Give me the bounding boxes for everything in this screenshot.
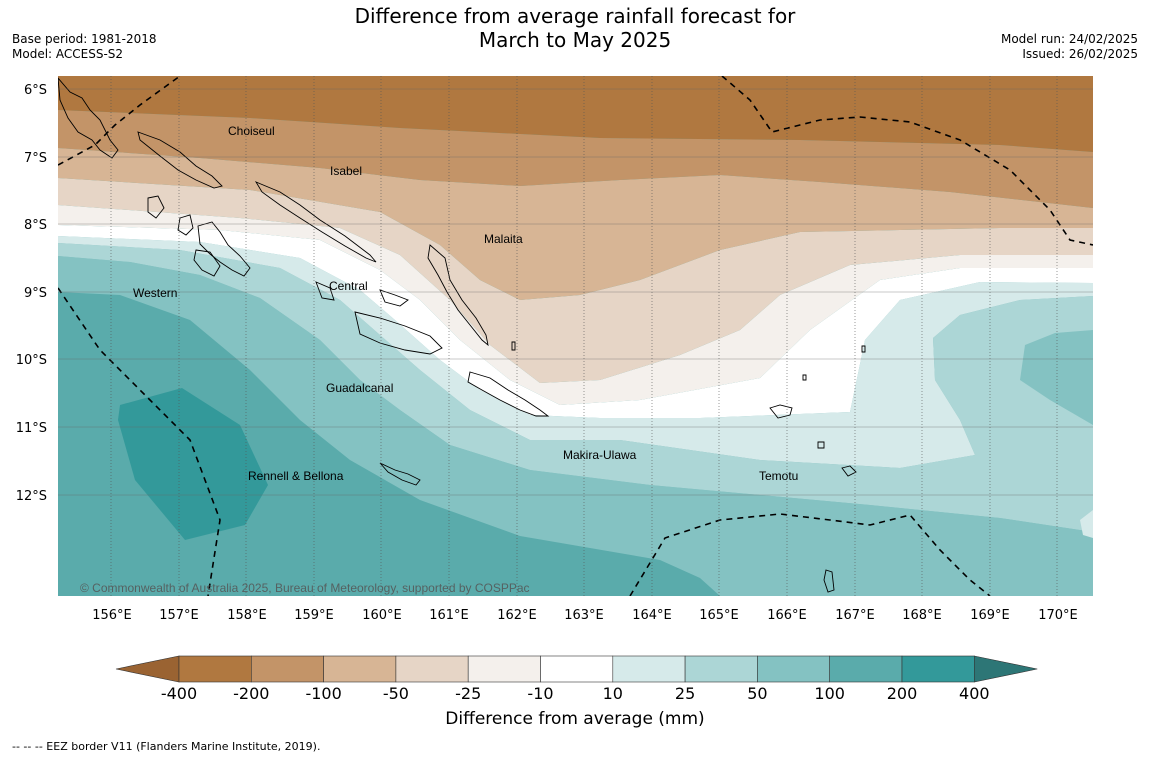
lon-axis: 156°E 157°E 158°E 159°E 160°E 161°E 162°…: [92, 608, 1078, 623]
band-neg400-neg200: [58, 76, 1093, 152]
copyright-text: © Commonwealth of Australia 2025, Bureau…: [80, 581, 530, 595]
colorbar-tick-label: -100: [305, 684, 341, 703]
colorbar-extend-high: [973, 655, 1038, 683]
band-200-400-rennell: [118, 388, 268, 540]
colorbar-segment: [901, 655, 975, 683]
colorbar-tick-label: -200: [233, 684, 269, 703]
coastlines: [58, 77, 866, 593]
lon-label: 166°E: [767, 608, 807, 623]
lon-label: 170°E: [1038, 608, 1078, 623]
colorbar-tick-label: 25: [675, 684, 695, 703]
lon-label: 165°E: [699, 608, 739, 623]
region-label-central: Central: [329, 279, 368, 293]
band-10-25: [58, 236, 1093, 468]
lon-label: 168°E: [902, 608, 942, 623]
band-10-25-se: [1080, 510, 1093, 538]
lat-label: 11°S: [16, 421, 47, 436]
region-label-makira: Makira-Ulawa: [563, 448, 637, 462]
lat-label: 10°S: [16, 353, 47, 368]
lat-label: 12°S: [16, 489, 47, 504]
colorbar-tick-label: 400: [959, 684, 990, 703]
title-line-1: Difference from average rainfall forecas…: [354, 4, 796, 28]
colorbar-tick-label: 10: [603, 684, 623, 703]
band-neg200-neg100: [58, 110, 1093, 208]
band-50-100-east: [1020, 330, 1093, 425]
lon-label: 163°E: [564, 608, 604, 623]
region-label-isabel: Isabel: [330, 164, 362, 178]
band-50-100: [58, 256, 1093, 596]
lon-label: 156°E: [92, 608, 132, 623]
colorbar-segment: [178, 655, 252, 683]
lon-label: 157°E: [159, 608, 199, 623]
colorbar-tick-label: -400: [161, 684, 197, 703]
colorbar-segment: [540, 655, 614, 683]
colorbar-tick-label: 200: [887, 684, 918, 703]
band-neg50-neg25: [58, 178, 1093, 383]
lon-label: 162°E: [497, 608, 537, 623]
region-label-western: Western: [133, 286, 177, 300]
colorbar: -400 -200 -100 -50 -25 -10 10 25 50 100 200 400: [115, 655, 1038, 703]
lat-label: 7°S: [24, 151, 47, 166]
model-name: Model: ACCESS-S2: [12, 47, 124, 61]
region-label-rennell: Rennell & Bellona: [248, 469, 344, 483]
region-labels: Choiseul Isabel Malaita Central Western …: [133, 124, 798, 483]
lon-label: 158°E: [227, 608, 267, 623]
lon-label: 160°E: [362, 608, 402, 623]
region-label-malaita: Malaita: [484, 232, 523, 246]
lon-label: 169°E: [970, 608, 1010, 623]
region-label-choiseul: Choiseul: [228, 124, 275, 138]
band-25-50: [58, 243, 1093, 532]
colorbar-segment: [323, 655, 397, 683]
title-line-2: March to May 2025: [478, 28, 672, 52]
colorbar-segment: [251, 655, 324, 683]
colorbar-segment: [612, 655, 686, 683]
colorbar-segment: [757, 655, 831, 683]
band-neg25-neg10: [58, 205, 1093, 405]
colorbar-segment: [395, 655, 469, 683]
model-run: Model run: 24/02/2025: [1000, 32, 1138, 46]
colorbar-tick-label: 100: [814, 684, 845, 703]
colorbar-tick-label: -50: [383, 684, 409, 703]
base-period: Base period: 1981-2018: [12, 32, 157, 46]
region-label-guadalcanal: Guadalcanal: [326, 381, 393, 395]
eez-legend-note: -- -- -- EEZ border V11 (Flanders Marine…: [12, 740, 321, 753]
lat-axis: 6°S 7°S 8°S 9°S 10°S 11°S 12°S: [16, 83, 47, 504]
colorbar-tick-label: -25: [455, 684, 481, 703]
contour-layer: [58, 76, 1093, 596]
colorbar-segment: [829, 655, 903, 683]
band-neg10-10: [58, 225, 1093, 418]
colorbar-tick-label: 50: [747, 684, 767, 703]
colorbar-tick-label: -10: [527, 684, 553, 703]
region-label-temotu: Temotu: [759, 469, 798, 483]
run-info: Model run: 24/02/2025 Issued: 26/02/2025: [1001, 32, 1138, 62]
colorbar-title: Difference from average (mm): [445, 709, 705, 729]
colorbar-segment: [467, 655, 541, 683]
lon-label: 159°E: [294, 608, 334, 623]
lon-label: 161°E: [429, 608, 469, 623]
lon-label: 167°E: [835, 608, 875, 623]
chart-title: Difference from average rainfall forecas…: [0, 4, 1150, 52]
eez-borders: [58, 76, 1093, 596]
lat-label: 8°S: [24, 218, 47, 233]
colorbar-segment: [684, 655, 758, 683]
model-info: Base period: 1981-2018 Model: ACCESS-S2: [12, 32, 157, 62]
colorbar-extend-low: [115, 655, 180, 683]
latitude-lines: [58, 88, 1093, 496]
lon-label: 164°E: [632, 608, 672, 623]
issued-date: Issued: 26/02/2025: [1022, 47, 1138, 61]
lat-label: 6°S: [24, 83, 47, 98]
lat-label: 9°S: [24, 286, 47, 301]
